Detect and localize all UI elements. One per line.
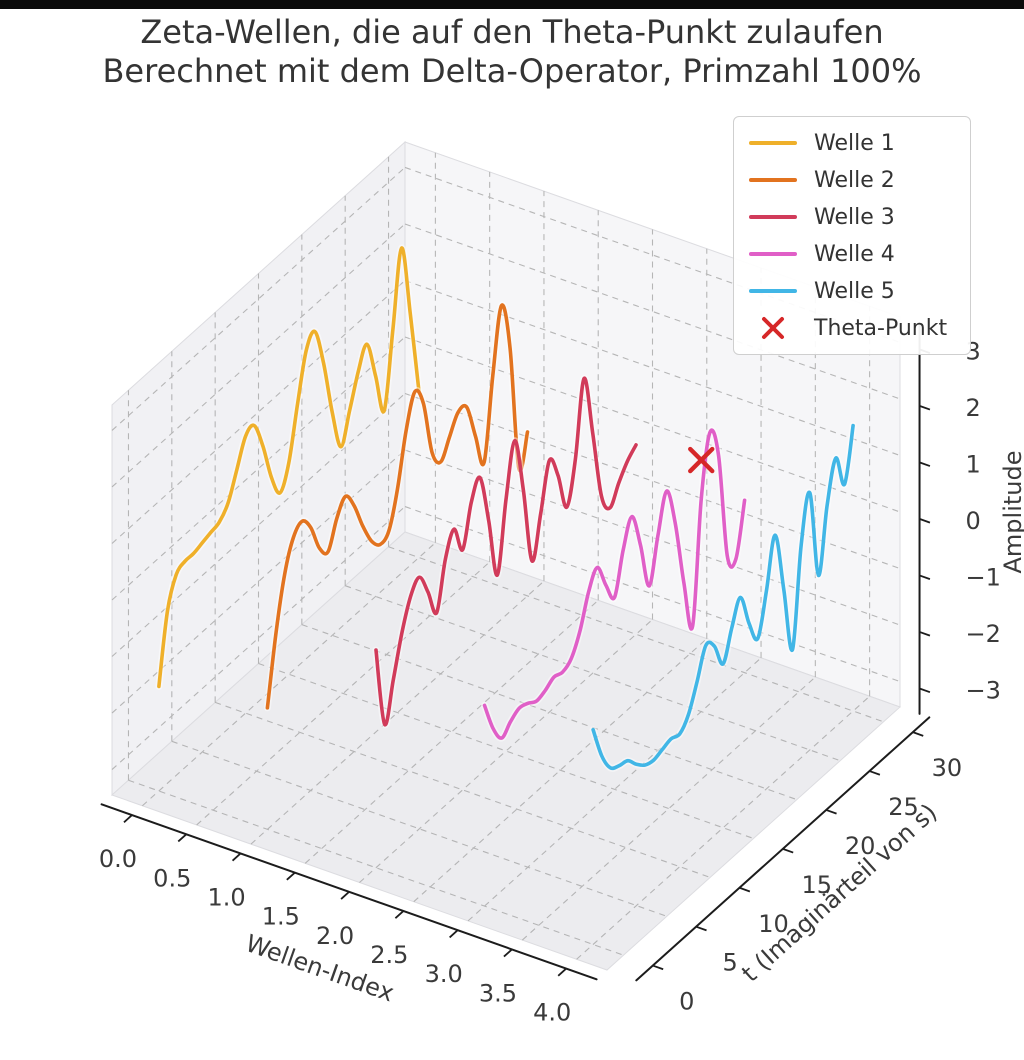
chart-title-line2: Berechnet mit dem Delta-Operator, Primza… bbox=[102, 52, 922, 90]
axis-ticks bbox=[123, 348, 931, 977]
x-tick-label: 1.5 bbox=[262, 903, 300, 931]
wave-line-5 bbox=[591, 423, 855, 771]
legend-item-label: Welle 5 bbox=[814, 278, 895, 304]
theta-point-marker bbox=[688, 446, 715, 474]
y-tick-label: 20 bbox=[845, 832, 876, 860]
z-tick-label: 1 bbox=[966, 450, 981, 478]
z-tick-label: 2 bbox=[966, 394, 981, 422]
x-tick-label: 0.5 bbox=[153, 864, 191, 892]
wave-line-1 bbox=[157, 246, 421, 689]
wave-line-3 bbox=[374, 376, 638, 727]
x-tick-label: 3.5 bbox=[479, 979, 517, 1007]
y-tick-label: 25 bbox=[888, 793, 919, 821]
legend-line-swatch bbox=[749, 252, 797, 256]
legend-line-swatch bbox=[749, 178, 797, 182]
y-tick-label: 5 bbox=[722, 949, 737, 977]
legend-line-handle bbox=[748, 141, 798, 145]
window-top-bar bbox=[0, 0, 1024, 9]
y-tick-label: 10 bbox=[758, 910, 789, 938]
wave-line-4 bbox=[482, 428, 747, 740]
legend-item-welle-5: Welle 5 bbox=[748, 277, 956, 305]
z-tick-label: 0 bbox=[966, 507, 981, 535]
legend-line-swatch bbox=[749, 289, 797, 293]
x-tick-label: 2.5 bbox=[370, 941, 408, 969]
x-tick-label: 3.0 bbox=[425, 960, 463, 988]
legend-item-label: Welle 4 bbox=[814, 241, 895, 267]
y-tick-label: 0 bbox=[679, 988, 694, 1016]
legend-item-label: Theta-Punkt bbox=[814, 315, 948, 341]
legend-item-welle-2: Welle 2 bbox=[748, 166, 956, 194]
x-tick-label: 2.0 bbox=[316, 922, 354, 950]
legend-item-theta-punkt: Theta-Punkt bbox=[748, 314, 956, 342]
y-tick-label: 15 bbox=[802, 871, 833, 899]
legend-line-handle bbox=[748, 215, 798, 219]
legend-item-welle-4: Welle 4 bbox=[748, 240, 956, 268]
tick-labels: 0.00.51.01.52.02.53.03.54.0 0510152025303… bbox=[99, 337, 1001, 1026]
x-tick-label: 0.0 bbox=[99, 845, 137, 873]
z-tick-label: −1 bbox=[966, 563, 1001, 591]
z-axis-label: Amplitude bbox=[999, 451, 1024, 574]
y-tick-label: 30 bbox=[932, 754, 963, 782]
legend-item-welle-1: Welle 1 bbox=[748, 129, 956, 157]
wave-line-2 bbox=[265, 303, 530, 710]
legend-line-handle bbox=[748, 289, 798, 293]
legend: Welle 1 Welle 2 Welle 3 Welle 4 Welle 5 Theta… bbox=[733, 116, 971, 355]
legend-line-swatch bbox=[749, 141, 797, 145]
legend-item-label: Welle 1 bbox=[814, 130, 895, 156]
z-tick-label: −3 bbox=[966, 676, 1001, 704]
z-tick-label: −2 bbox=[966, 620, 1001, 648]
legend-line-swatch bbox=[749, 215, 797, 219]
legend-item-label: Welle 3 bbox=[814, 204, 895, 230]
legend-x-handle bbox=[748, 314, 798, 342]
legend-item-welle-3: Welle 3 bbox=[748, 203, 956, 231]
chart-title: Zeta-Wellen, die auf den Theta-Punkt zul… bbox=[0, 13, 1024, 91]
x-tick-label: 4.0 bbox=[533, 999, 571, 1027]
legend-line-handle bbox=[748, 252, 798, 256]
chart-title-line1: Zeta-Wellen, die auf den Theta-Punkt zul… bbox=[140, 13, 884, 51]
legend-item-label: Welle 2 bbox=[814, 167, 895, 193]
x-marker-icon bbox=[762, 317, 784, 339]
x-tick-label: 1.0 bbox=[207, 883, 245, 911]
wave-lines bbox=[155, 244, 857, 772]
legend-line-handle bbox=[748, 178, 798, 182]
